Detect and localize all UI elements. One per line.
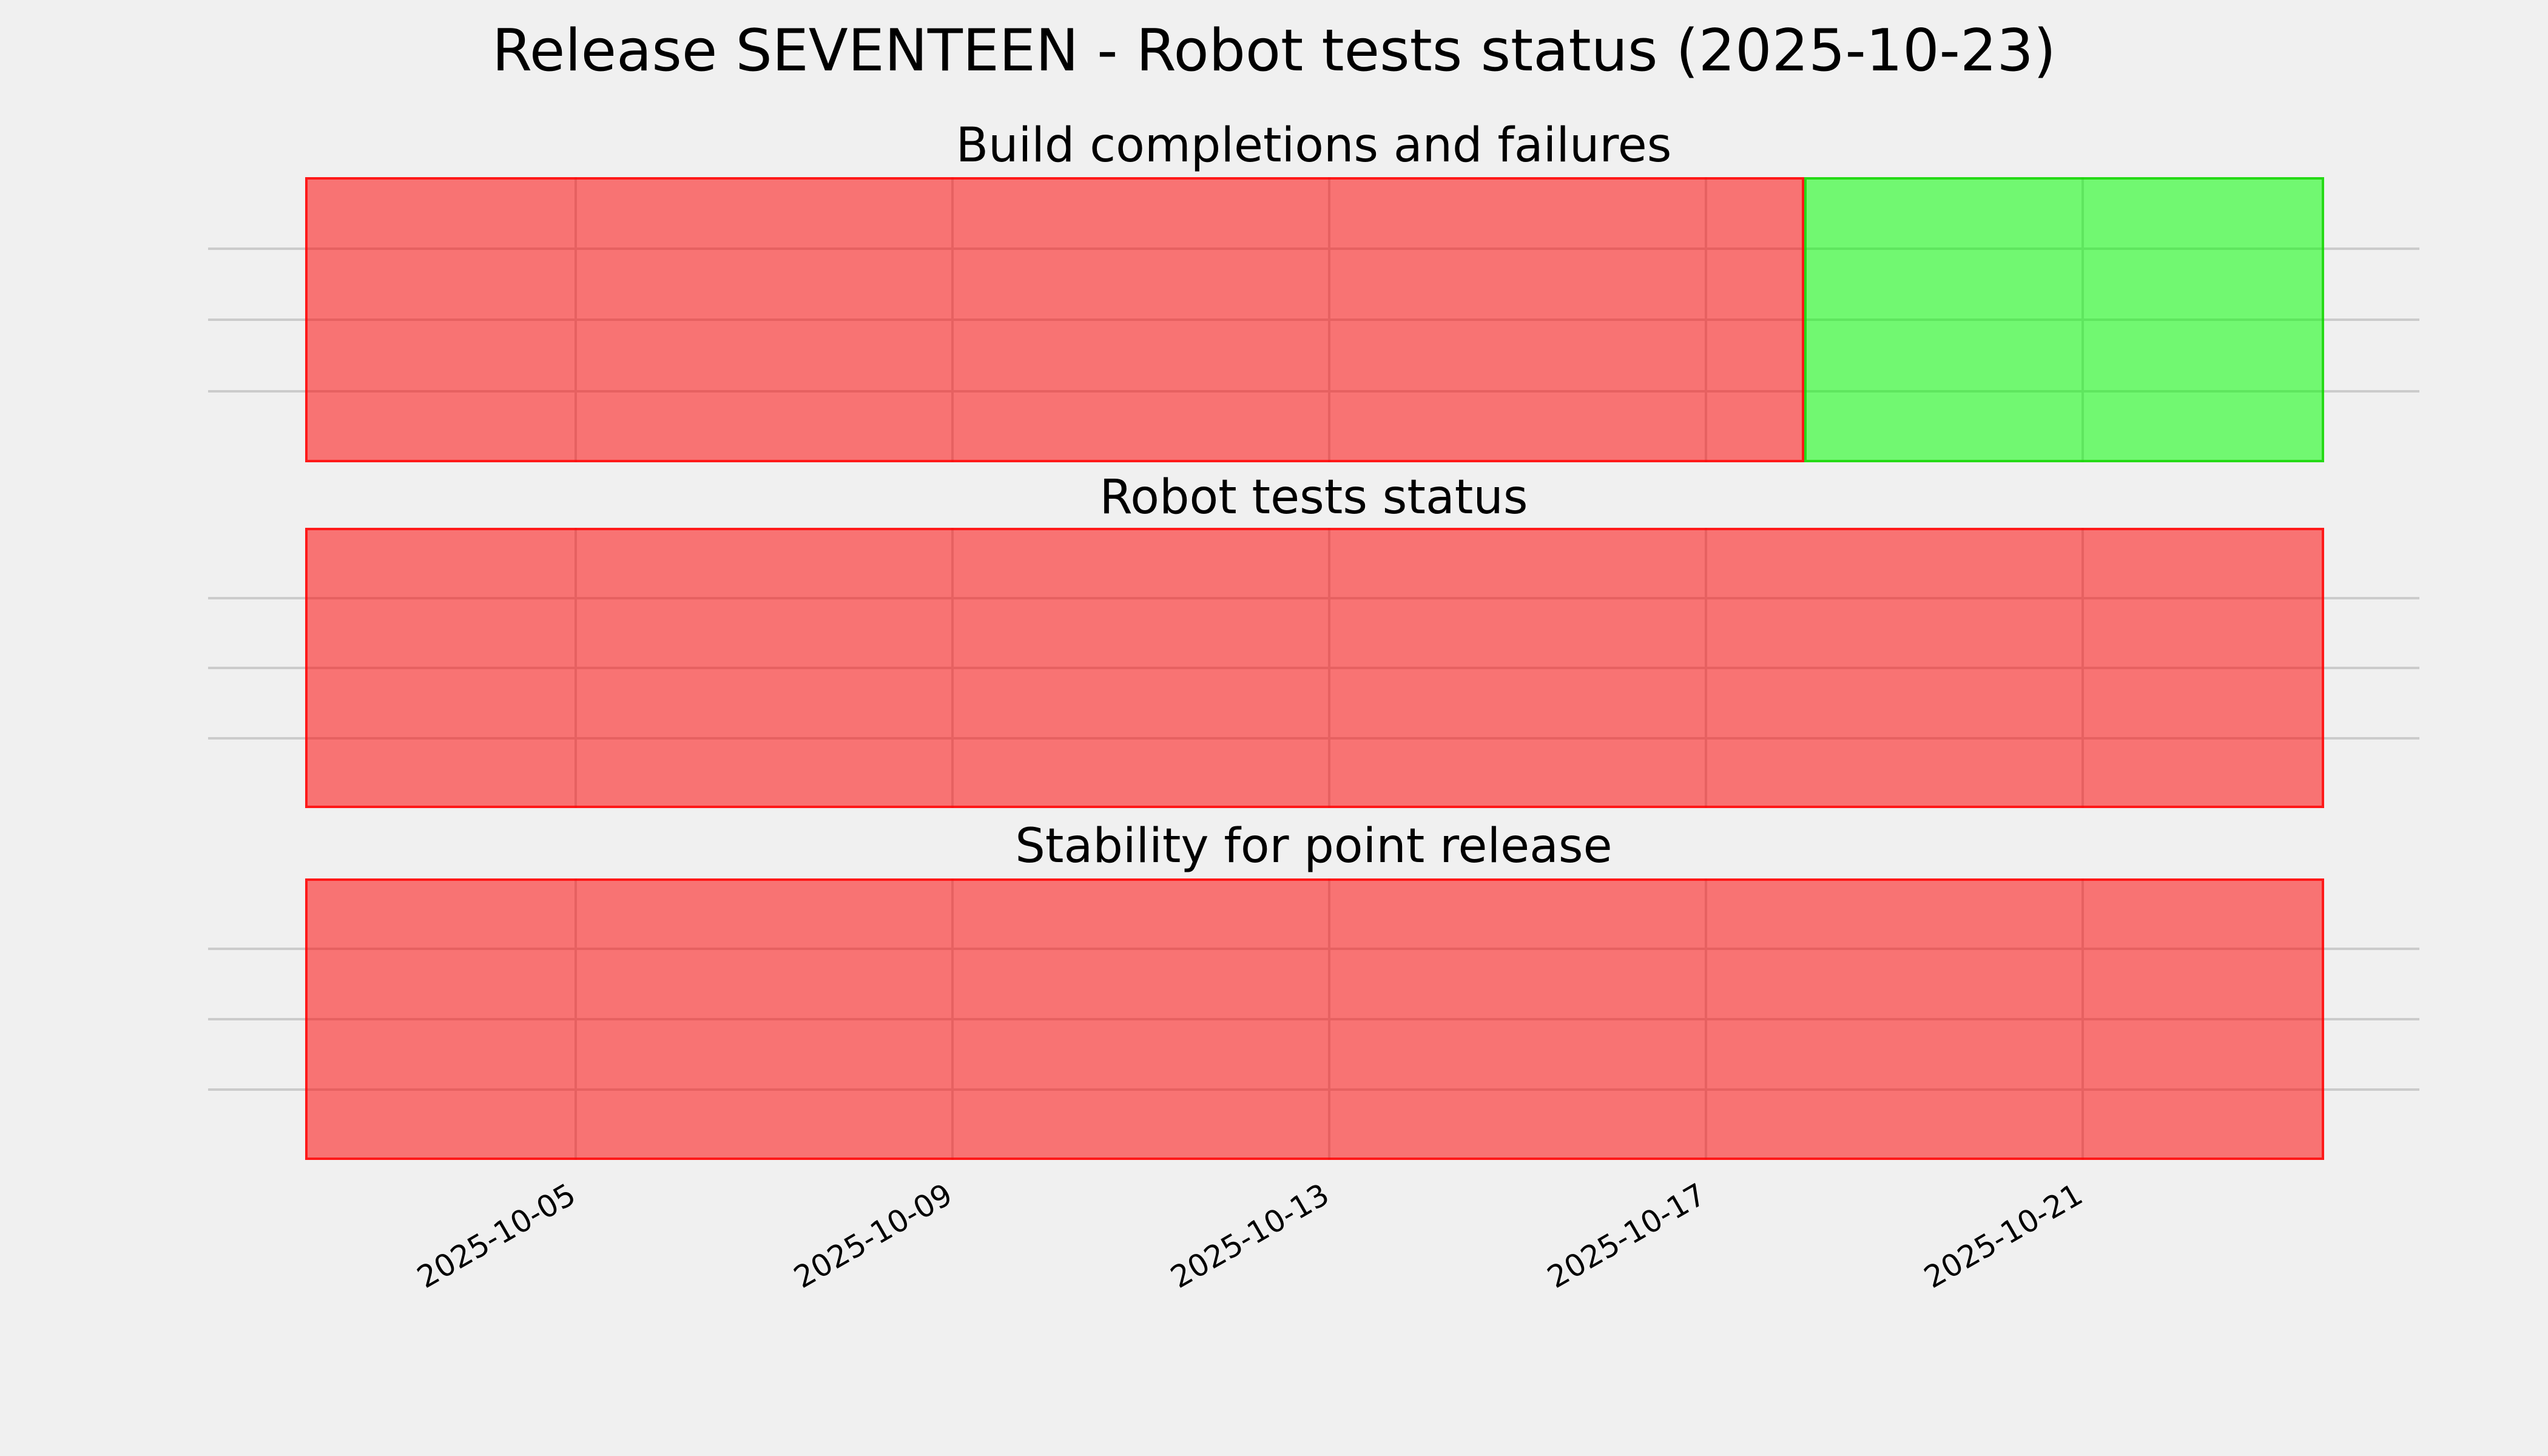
- status-segment-fail: [305, 177, 1804, 462]
- x-tick-label: 2025-10-13: [1165, 1176, 1335, 1296]
- x-tick-label: 2025-10-05: [411, 1176, 582, 1296]
- panel-title: Build completions and failures: [956, 118, 1672, 173]
- status-segment-fail: [305, 528, 2324, 808]
- panel-axes: [208, 177, 2419, 462]
- status-segment-pass: [1804, 177, 2324, 462]
- panel-axes: [208, 878, 2419, 1160]
- panel-axes: [208, 528, 2419, 808]
- panel-title: Robot tests status: [1099, 470, 1528, 525]
- x-tick-label: 2025-10-09: [788, 1176, 959, 1296]
- x-tick-label: 2025-10-17: [1542, 1176, 1712, 1296]
- figure-title: Release SEVENTEEN - Robot tests status (…: [492, 18, 2056, 84]
- x-tick-label: 2025-10-21: [1918, 1176, 2089, 1296]
- status-segment-fail: [305, 878, 2324, 1160]
- panel-title: Stability for point release: [1015, 819, 1613, 874]
